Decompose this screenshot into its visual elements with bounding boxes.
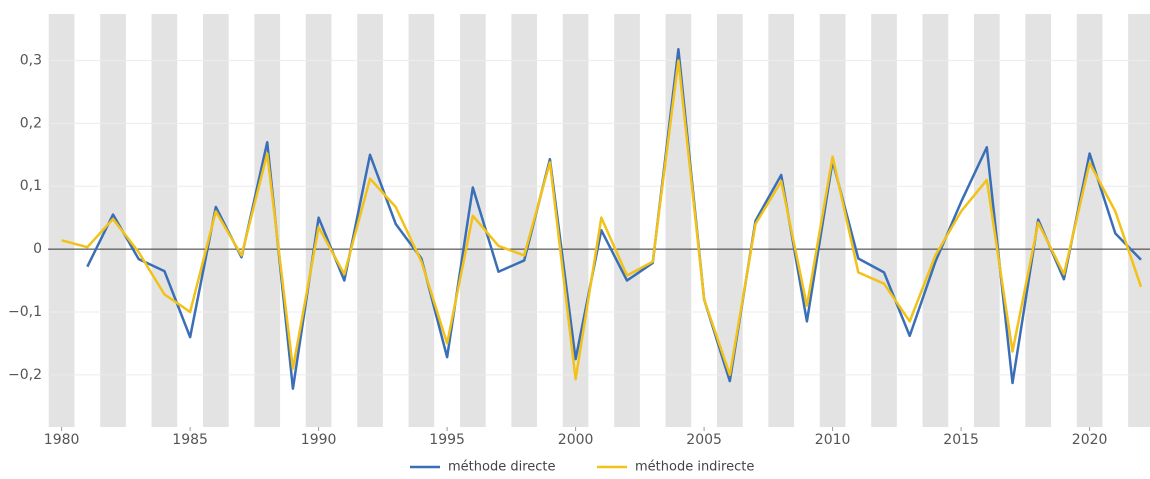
band bbox=[922, 14, 949, 427]
x-tick-label: 2020 bbox=[1072, 432, 1108, 448]
y-tick-label: 0,3 bbox=[20, 53, 42, 69]
x-tick-label: 2005 bbox=[686, 432, 722, 448]
legend-label: méthode indirecte bbox=[635, 460, 754, 475]
x-tick-label: 1985 bbox=[172, 432, 208, 448]
band bbox=[614, 14, 640, 427]
x-tick-label: 2015 bbox=[943, 432, 979, 448]
y-tick-label: 0,1 bbox=[20, 178, 42, 194]
x-tick-label: 2000 bbox=[558, 432, 594, 448]
band bbox=[665, 14, 692, 427]
y-tick-label: 0 bbox=[33, 241, 42, 257]
band bbox=[202, 14, 229, 427]
series-line bbox=[86, 47, 1142, 390]
band bbox=[408, 14, 435, 427]
legend-label: méthode directe bbox=[448, 460, 556, 475]
y-tick-label: 0,2 bbox=[20, 115, 42, 131]
series-line bbox=[61, 59, 1143, 381]
band bbox=[562, 14, 589, 427]
band bbox=[48, 14, 75, 427]
band bbox=[1076, 14, 1103, 427]
x-tick-label: 2010 bbox=[815, 432, 851, 448]
band bbox=[871, 14, 897, 427]
y-tick-label: −0,2 bbox=[8, 367, 42, 383]
x-tick-label: 1990 bbox=[301, 432, 337, 448]
band bbox=[716, 14, 743, 427]
legend: méthode directe méthode indirecte bbox=[410, 460, 754, 475]
y-tick-label: −0,1 bbox=[8, 304, 42, 320]
band bbox=[1128, 14, 1150, 427]
band bbox=[357, 14, 383, 427]
x-tick-label: 1980 bbox=[44, 432, 80, 448]
band bbox=[151, 14, 178, 427]
x-tick-label: 1995 bbox=[429, 432, 465, 448]
